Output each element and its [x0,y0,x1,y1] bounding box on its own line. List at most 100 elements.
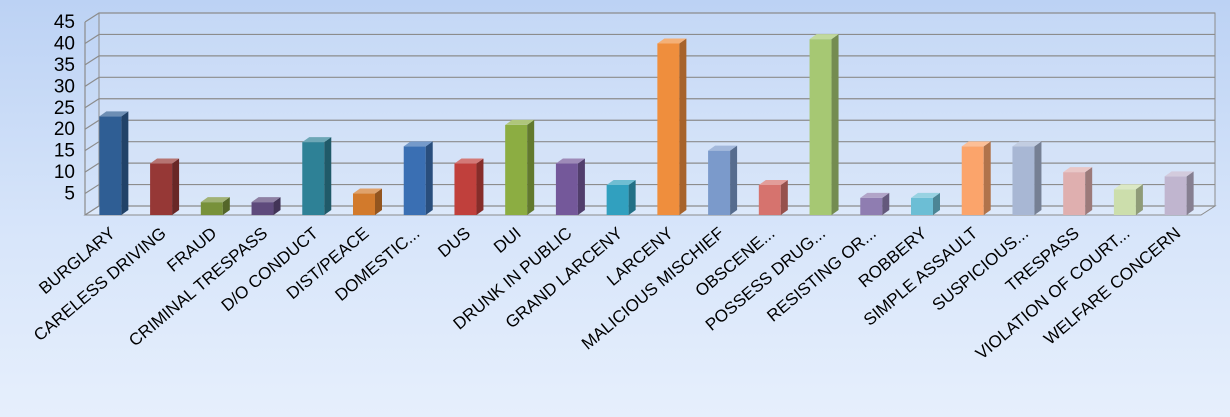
y-tick-label: 45 [54,12,75,33]
bar-top [1164,171,1194,177]
bar-side [222,197,230,215]
bar-top [606,179,636,185]
bar-top [1012,141,1042,147]
bar-top [758,179,788,185]
bar [403,141,433,215]
bar-front [99,116,122,215]
bar-side [1186,171,1194,215]
bar-side [1034,141,1042,215]
bar-side [375,188,382,215]
bar [454,158,484,215]
back-wall [98,12,1216,207]
bar [606,179,636,215]
y-tick-label: 5 [64,184,75,205]
bar-side [679,38,687,215]
y-tick-label: 35 [54,55,75,76]
bar-side [983,141,991,215]
bar-front [1012,146,1035,215]
bar-front [911,197,933,215]
bar-side [628,179,636,215]
bar [302,137,332,215]
bar [353,188,382,215]
bar-top [860,192,890,198]
y-tick-label: 15 [54,141,75,162]
bar-top [353,188,382,194]
bar-front [403,146,426,215]
bar-side [121,111,129,215]
bar-side [476,158,484,215]
bar-front [1113,189,1136,215]
bar-side [172,158,180,215]
bar [505,119,535,215]
bar-top [403,141,433,147]
bar [1012,141,1042,215]
bar-side [324,137,332,215]
bar-front [555,163,578,215]
y-tick-label: 20 [54,119,75,140]
bar [657,38,687,215]
bar-front [961,146,984,215]
bar-top [708,145,738,151]
bar-side [273,197,281,215]
bar [1113,184,1143,215]
bar-top [1113,184,1143,190]
x-category-label: DUI [490,224,525,257]
bar-top [1063,167,1093,173]
bar-front [809,39,832,216]
bar-top [505,119,535,125]
bar-top [961,141,991,147]
bar-front [454,163,477,215]
bar-side [780,179,788,215]
bar-front [657,43,680,215]
bar-front [505,124,528,215]
bar-front [302,142,325,215]
bar [150,158,180,215]
bars [99,34,1194,216]
bar [200,197,230,215]
bar-front [860,197,883,215]
bar-side [730,145,738,215]
bar-top [251,197,281,203]
bar-side [577,158,585,215]
bar-top [200,197,230,203]
bar-side [831,34,839,216]
bar [1164,171,1194,215]
bar-front [150,163,173,215]
bar-front [353,193,375,215]
bar-top [809,34,839,40]
bar-side [1085,167,1093,215]
y-tick-label: 10 [54,162,75,183]
bar-top [657,38,687,44]
bar [758,179,788,215]
bar-side [1135,184,1143,215]
bar [708,145,738,215]
bar-top [911,192,940,198]
y-axis [84,13,100,215]
y-tick-label: 40 [54,33,75,54]
bar-front [758,184,781,215]
bar-side [425,141,433,215]
bar [99,111,129,215]
bar [961,141,991,215]
bar-front [1164,176,1187,215]
bar-front [1063,172,1086,215]
bar-front [708,150,731,215]
bar-top [150,158,180,164]
bar-top [99,111,129,117]
x-category-label: DUS [434,224,474,262]
bar-top [302,137,332,143]
bar [251,197,281,215]
bar-top [454,158,484,164]
bar-front [251,202,274,215]
bar-side [527,119,535,215]
bar [911,192,940,215]
bar-side [882,192,890,215]
bar-side [933,192,940,215]
bar [860,192,890,215]
bar-front [606,184,629,215]
bar [555,158,585,215]
bar-top [555,158,585,164]
